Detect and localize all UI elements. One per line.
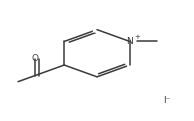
Text: I⁻: I⁻ [163, 96, 171, 105]
Text: +: + [134, 34, 140, 40]
Text: N: N [126, 37, 133, 46]
Text: O: O [31, 54, 38, 63]
